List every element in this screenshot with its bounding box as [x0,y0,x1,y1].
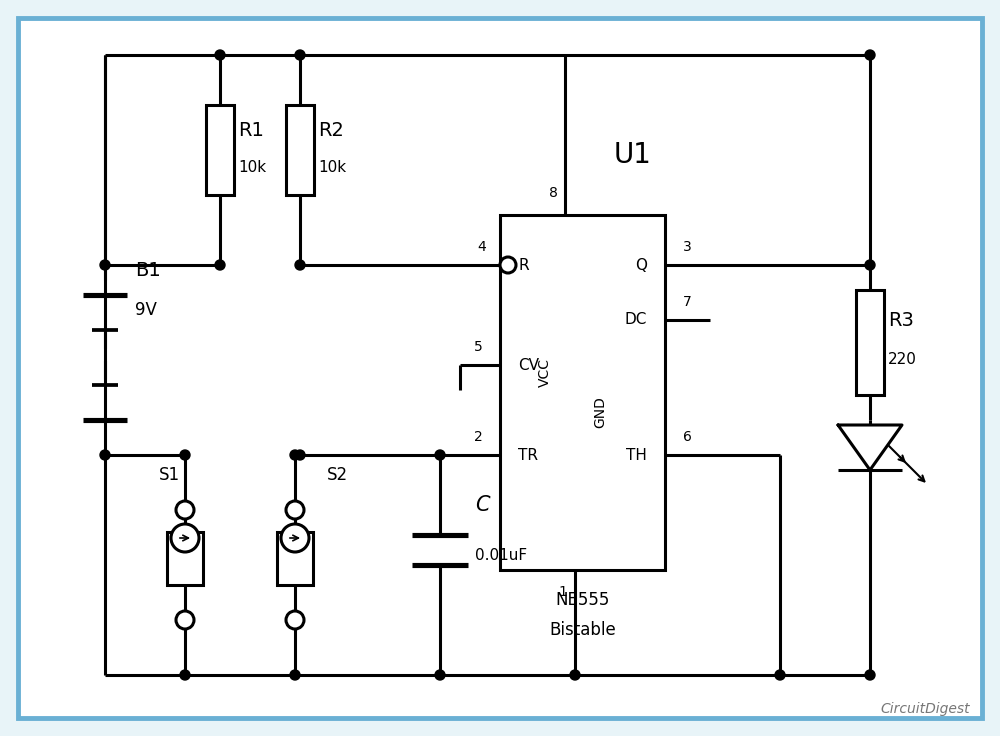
Circle shape [286,501,304,519]
Text: U1: U1 [614,141,651,169]
Bar [167,532,203,585]
Text: TR: TR [518,447,538,462]
Text: 1: 1 [559,585,567,599]
Circle shape [100,260,110,270]
Text: 10k: 10k [238,160,266,174]
Circle shape [180,450,190,460]
Bar [856,290,884,395]
Text: B1: B1 [135,261,161,280]
Bar [286,105,314,195]
Text: S1: S1 [159,466,180,484]
Text: R: R [518,258,529,272]
Circle shape [215,50,225,60]
Text: 7: 7 [683,295,691,309]
Text: GND: GND [593,397,607,428]
Circle shape [180,670,190,680]
Text: 10k: 10k [318,160,346,174]
Text: R2: R2 [318,121,344,140]
Circle shape [290,670,300,680]
Circle shape [435,670,445,680]
Bar [206,105,234,195]
Circle shape [435,450,445,460]
Text: TH: TH [626,447,647,462]
Text: R3: R3 [888,311,914,330]
Circle shape [215,260,225,270]
Circle shape [176,611,194,629]
Circle shape [295,260,305,270]
Text: 2: 2 [474,430,482,444]
Text: CV: CV [518,358,539,372]
Circle shape [171,524,199,552]
Circle shape [281,524,309,552]
Text: 0.01uF: 0.01uF [475,548,527,562]
Circle shape [865,670,875,680]
Text: NE555: NE555 [555,591,610,609]
Text: 220: 220 [888,353,917,367]
Circle shape [500,257,516,273]
Text: 9V: 9V [135,301,157,319]
Text: VCC: VCC [538,358,552,387]
Circle shape [570,670,580,680]
Text: Bistable: Bistable [549,621,616,639]
Circle shape [100,450,110,460]
Circle shape [865,50,875,60]
Circle shape [286,611,304,629]
Circle shape [295,450,305,460]
Circle shape [176,501,194,519]
Text: CircuitDigest: CircuitDigest [880,702,970,716]
Text: S2: S2 [327,466,348,484]
Text: 5: 5 [474,340,482,354]
Circle shape [290,450,300,460]
Circle shape [295,50,305,60]
Bar [277,532,313,585]
Circle shape [865,260,875,270]
Text: C: C [475,495,490,515]
Text: R1: R1 [238,121,264,140]
Text: 8: 8 [549,186,557,200]
Bar [500,215,665,570]
Text: Q: Q [635,258,647,272]
Text: 3: 3 [683,240,691,254]
Text: DC: DC [625,313,647,328]
FancyBboxPatch shape [18,18,982,718]
Text: 4: 4 [478,240,486,254]
Circle shape [775,670,785,680]
Text: 6: 6 [683,430,691,444]
